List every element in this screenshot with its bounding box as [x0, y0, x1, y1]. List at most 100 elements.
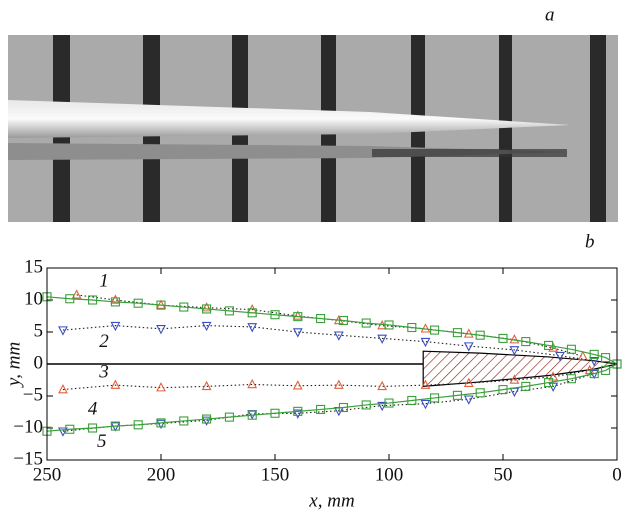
x-axis-label: x, mm	[308, 490, 354, 511]
marker	[156, 418, 166, 428]
marker	[509, 374, 520, 384]
marker	[589, 349, 599, 359]
marker	[498, 333, 508, 343]
series-line	[46, 363, 618, 432]
series-line	[62, 373, 595, 432]
marker	[601, 365, 611, 375]
x-tick-label: 0	[612, 464, 622, 485]
marker	[224, 306, 234, 316]
marker	[333, 331, 344, 341]
y-tick-label: 15	[24, 256, 43, 277]
plot-frame	[46, 267, 618, 461]
series-line	[62, 325, 595, 362]
curve-label: 5	[97, 431, 107, 452]
marker	[420, 399, 431, 410]
x-tick-label: 250	[33, 464, 62, 485]
marker	[133, 420, 143, 430]
marker	[566, 344, 576, 354]
marker	[292, 409, 303, 419]
marker	[333, 379, 344, 389]
marker	[548, 342, 559, 352]
marker	[407, 395, 417, 406]
marker	[179, 416, 189, 426]
marker	[384, 320, 394, 330]
marker	[58, 427, 68, 437]
marker	[58, 326, 68, 336]
marker	[577, 350, 588, 361]
marker	[247, 378, 258, 389]
marker	[555, 351, 565, 362]
marker	[377, 334, 388, 344]
marker	[88, 423, 98, 433]
marker	[420, 379, 431, 389]
marker	[316, 404, 326, 414]
marker	[498, 385, 508, 395]
marker	[202, 414, 212, 424]
marker	[247, 323, 258, 333]
marker	[521, 381, 531, 391]
marker	[509, 334, 520, 344]
curve-label: 1	[99, 270, 109, 291]
marker	[544, 378, 554, 388]
panel-label: a	[545, 4, 555, 25]
marker	[361, 318, 371, 328]
marker	[566, 374, 576, 384]
x-tick-label: 100	[375, 464, 404, 485]
y-tick-label: −10	[13, 416, 43, 437]
marker	[521, 337, 531, 347]
curve-label: 2	[99, 331, 109, 352]
y-tick-label: 10	[24, 288, 43, 309]
marker	[509, 346, 520, 356]
panel-label: b	[585, 231, 595, 252]
marker	[463, 342, 474, 352]
marker	[201, 302, 212, 312]
marker	[156, 300, 166, 310]
marker	[247, 410, 257, 420]
series-line	[62, 369, 590, 391]
marker	[58, 384, 68, 394]
marker	[292, 310, 303, 320]
series-line	[46, 296, 618, 365]
marker	[65, 424, 75, 434]
y-tick-label: 5	[34, 320, 44, 341]
marker	[475, 330, 485, 340]
marker	[156, 419, 166, 430]
marker	[316, 314, 326, 324]
marker	[88, 295, 98, 305]
marker	[156, 325, 166, 335]
marker	[548, 371, 559, 381]
marker	[377, 401, 388, 412]
marker	[420, 337, 431, 348]
curve-label: 3	[98, 361, 109, 382]
marker	[110, 321, 121, 332]
marker	[65, 294, 75, 304]
y-axis-label: y, mm	[3, 342, 24, 388]
marker	[110, 297, 120, 307]
y-tick-label: −5	[23, 384, 43, 405]
marker	[601, 353, 611, 363]
marker	[270, 408, 280, 418]
marker	[201, 321, 212, 332]
marker	[110, 294, 121, 304]
marker	[292, 380, 303, 390]
marker	[544, 340, 554, 350]
marker	[133, 298, 143, 308]
marker	[292, 328, 303, 338]
marker	[71, 289, 82, 299]
marker	[110, 379, 121, 389]
marker	[179, 302, 189, 312]
marker	[156, 382, 166, 392]
x-tick-label: 200	[147, 464, 176, 485]
photo	[8, 35, 618, 222]
marker	[589, 369, 599, 379]
marker	[201, 416, 212, 426]
marker	[463, 395, 474, 405]
marker	[270, 310, 280, 320]
marker	[377, 380, 388, 391]
marker	[430, 393, 440, 403]
marker	[407, 322, 417, 333]
marker	[452, 328, 462, 338]
marker	[338, 402, 348, 413]
marker	[202, 304, 212, 314]
